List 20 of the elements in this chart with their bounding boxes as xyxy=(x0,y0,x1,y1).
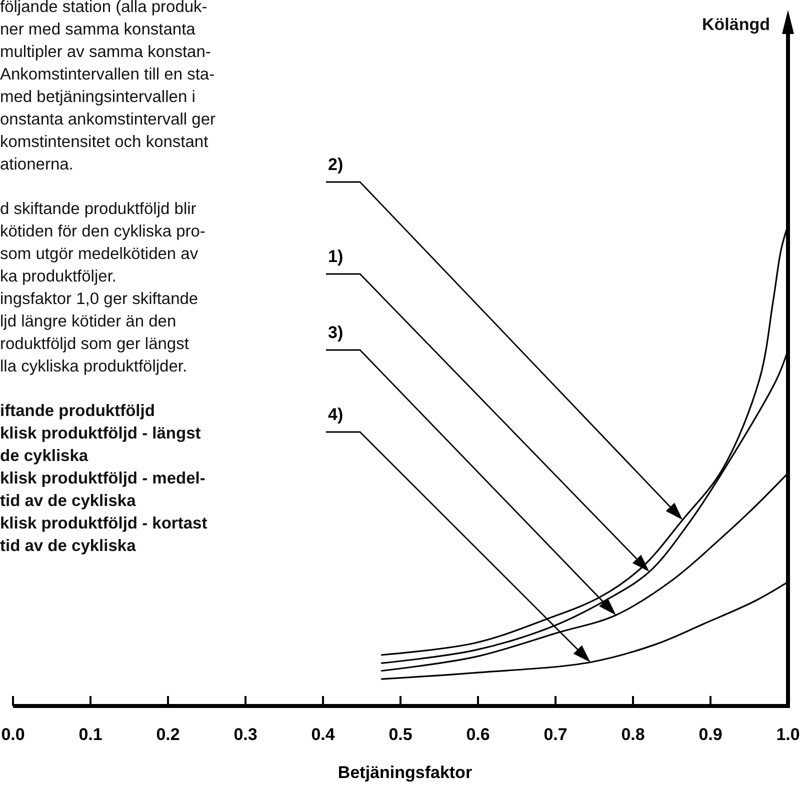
text: följande station (alla produk- ner med samma konstanta multipler av samma konstan- Ankomstintervallen till en sta- med betjäningsintervallen i onstanta ankomstintervall ger komstintensitet och konstant ationerna. xyxy=(0,0,216,174)
x-axis-title: Betjäningsfaktor xyxy=(338,763,472,782)
x-tick-label: 0.1 xyxy=(78,725,102,744)
x-tick-label: 0.9 xyxy=(698,725,722,744)
x-tick-label: 1.0 xyxy=(776,725,800,744)
annotation: iftande produktföljd klisk produktföljd - längst de cykliska klisk produktföljd - medel- tid av de cykliska klisk produktföljd - kortast tid av de cykliska xyxy=(0,402,208,555)
text: 3) xyxy=(328,323,344,342)
x-tick-label: 0.0 xyxy=(1,725,25,744)
text: Kölängd xyxy=(702,15,770,34)
text: 4) xyxy=(328,405,344,424)
text: 2) xyxy=(328,155,344,174)
text: 1) xyxy=(328,247,344,266)
x-tick-label: 0.8 xyxy=(621,725,645,744)
x-tick-label: 0.6 xyxy=(466,725,490,744)
x-tick-label: 0.2 xyxy=(156,725,180,744)
x-tick-label: 0.5 xyxy=(388,725,412,744)
annotation: d skiftande produktföljd blir kötiden för den cykliska pro- som utgör medelkötiden av ka produktföljer. ingsfaktor 1,0 ger skiftande ljd längre kötider än den roduktföljd som ger längst lla cykliska produktföljder. xyxy=(0,200,206,376)
x-tick-label: 0.4 xyxy=(311,725,336,744)
x-tick-label: 0.7 xyxy=(544,725,568,744)
x-tick-label: 0.3 xyxy=(234,725,258,744)
